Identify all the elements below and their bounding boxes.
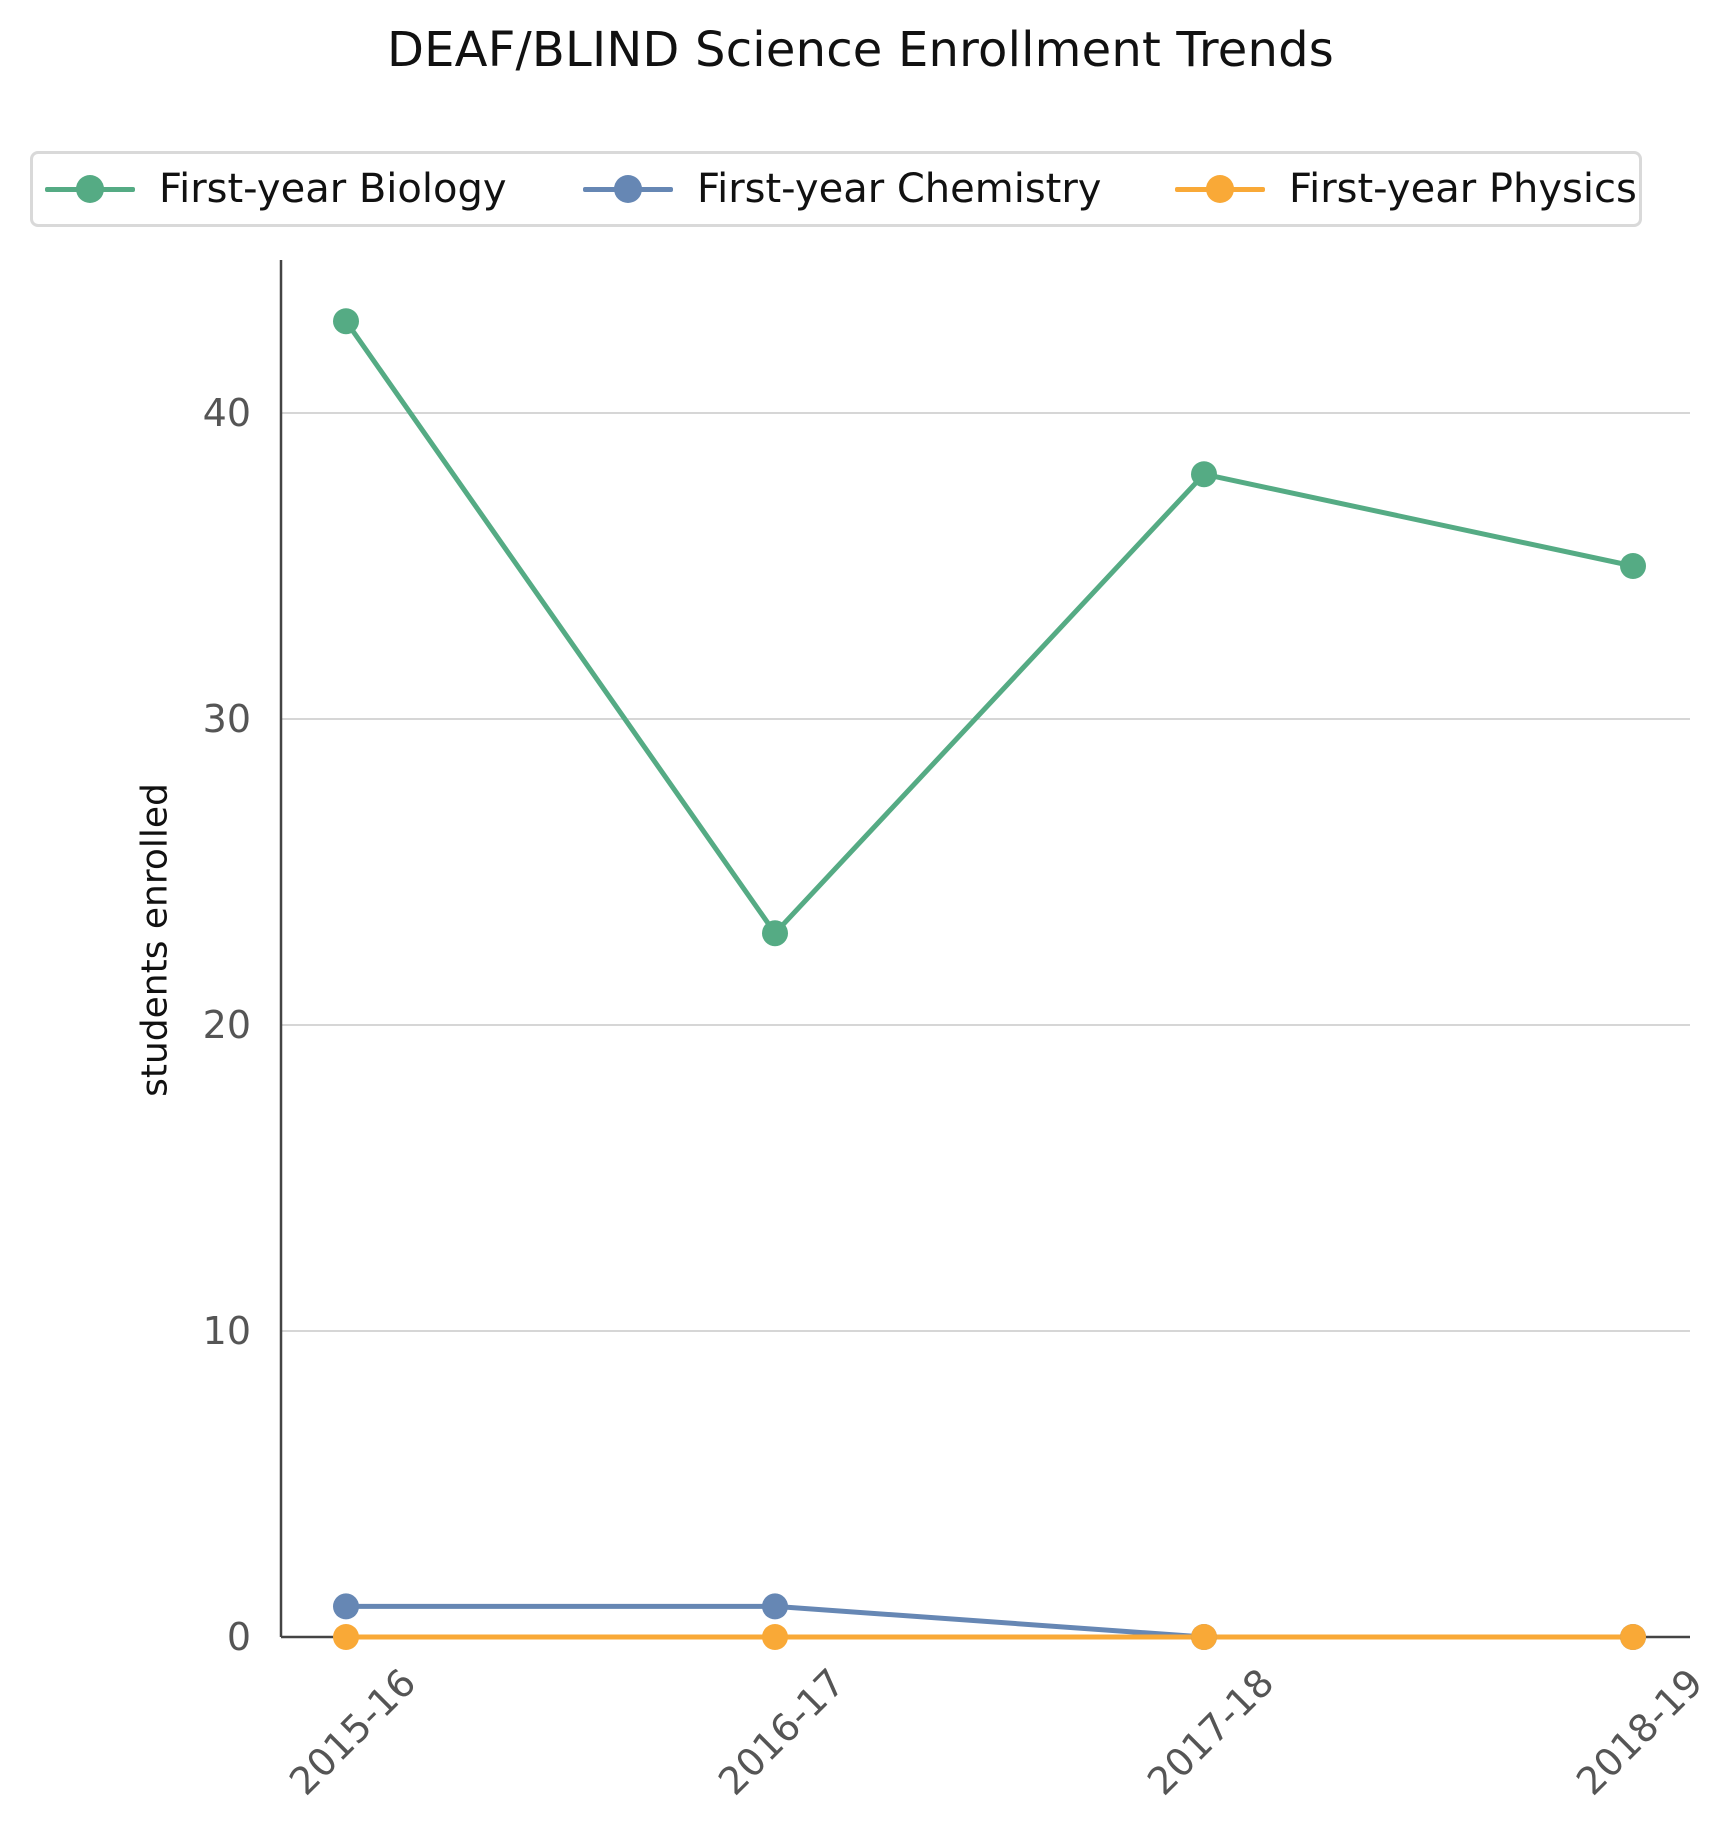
legend-label-physics: First-year Physics [1289, 166, 1637, 212]
point-biology-2018-19 [1620, 553, 1646, 579]
series-line-chemistry [343, 1603, 1636, 1640]
x-tick-label-2016-17: 2016-17 [710, 1660, 853, 1803]
series-lines [343, 318, 1636, 1640]
point-biology-2016-17 [762, 920, 788, 947]
point-physics-2018-19 [1620, 1624, 1646, 1650]
y-tick-label-10: 10 [203, 1309, 251, 1353]
legend-swatch-physics [1175, 174, 1265, 204]
gridlines [281, 412, 1690, 1332]
point-biology-2015-16 [333, 308, 359, 335]
x-tick-labels: 2015-16 2016-17 2017-18 2018-19 [281, 1660, 1711, 1803]
x-tick-label-2018-19: 2018-19 [1568, 1660, 1711, 1803]
axes [279, 260, 1690, 1639]
point-physics-2015-16 [333, 1624, 359, 1650]
point-physics-2016-17 [762, 1624, 788, 1650]
x-tick-label-2015-16: 2015-16 [281, 1660, 424, 1803]
y-axis-label: students enrolled [134, 783, 176, 1097]
legend-item-physics: First-year Physics [1175, 154, 1637, 224]
legend: First-year Biology First-year Chemistry … [30, 151, 1642, 227]
legend-item-chemistry: First-year Chemistry [583, 154, 1101, 224]
legend-item-biology: First-year Biology [45, 154, 507, 224]
y-tick-labels: 0 10 20 30 40 [203, 391, 251, 1659]
y-tick-label-30: 30 [203, 697, 251, 741]
y-tick-label-20: 20 [203, 1003, 251, 1047]
point-biology-2017-18 [1191, 461, 1217, 488]
series-line-biology [343, 318, 1636, 936]
chart-title: DEAF/BLIND Science Enrollment Trends [386, 22, 1335, 78]
y-tick-label-40: 40 [203, 391, 251, 435]
legend-label-chemistry: First-year Chemistry [697, 166, 1102, 212]
point-physics-2017-18 [1191, 1624, 1217, 1650]
legend-label-biology: First-year Biology [159, 166, 507, 212]
y-tick-label-0: 0 [227, 1615, 251, 1659]
legend-swatch-chemistry [583, 174, 673, 204]
point-chemistry-2015-16 [333, 1593, 359, 1620]
x-tick-label-2017-18: 2017-18 [1139, 1660, 1282, 1803]
point-chemistry-2016-17 [762, 1593, 788, 1620]
series-points [333, 308, 1646, 1650]
legend-swatch-biology [45, 174, 135, 204]
